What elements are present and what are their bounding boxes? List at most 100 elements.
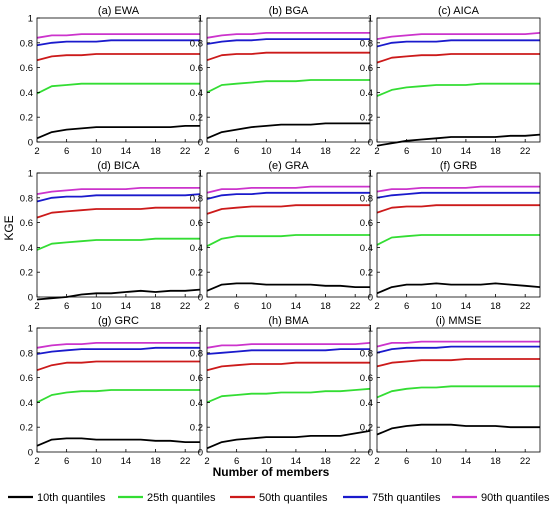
series-line-2: [36, 237, 200, 251]
legend-label: 90th quantiles: [481, 492, 550, 504]
y-tick-label: 1: [368, 14, 373, 25]
series-line-1: [36, 125, 200, 140]
y-tick-label: 0.4: [20, 398, 33, 409]
y-tick-label: 0.2: [20, 423, 33, 434]
series-line-2: [206, 79, 370, 94]
x-axis-label: Number of members: [213, 465, 330, 479]
y-tick-label: 1: [28, 324, 33, 335]
y-tick-label: 1: [368, 169, 373, 180]
panel-title: (b) BGA: [269, 5, 309, 17]
axes-frame: [36, 172, 201, 298]
y-tick-label: 0.2: [360, 268, 373, 279]
series-line-4: [376, 345, 540, 354]
series-line-4: [206, 348, 370, 355]
x-tick-label: 6: [404, 301, 409, 312]
x-tick-label: 14: [291, 146, 302, 157]
series-line-3: [36, 206, 200, 219]
y-tick-label: 0: [28, 293, 33, 304]
x-tick-label: 2: [34, 456, 39, 467]
x-tick-label: 18: [150, 456, 161, 467]
panel-3: (c) AICA 2 6 10 14 18 22 0 0.2 0.4 0.6 0.8 1: [360, 5, 541, 157]
panel-title: (e) GRA: [268, 160, 309, 172]
series-line-2: [376, 234, 540, 246]
x-tick-label: 22: [520, 146, 531, 157]
x-tick-label: 18: [490, 301, 501, 312]
x-tick-label: 2: [34, 146, 39, 157]
y-tick-label: 0: [368, 448, 373, 459]
y-tick-label: 0: [28, 138, 33, 149]
series-line-2: [376, 82, 540, 97]
x-tick-label: 22: [350, 301, 361, 312]
y-tick-label: 1: [198, 14, 203, 25]
series-line-5: [206, 32, 370, 39]
x-tick-label: 6: [64, 301, 69, 312]
axes-frame: [206, 172, 371, 298]
x-tick-label: 22: [520, 301, 531, 312]
x-tick-label: 18: [320, 301, 331, 312]
legend-label: 50th quantiles: [259, 492, 328, 504]
y-tick-label: 0.6: [190, 218, 203, 229]
panel-9: (i) MMSE 2 6 10 14 18 22 0 0.2 0.4 0.6 0.8 1: [360, 315, 541, 467]
series-line-3: [206, 204, 370, 215]
y-tick-label: 0: [368, 293, 373, 304]
panel-title: (g) GRC: [98, 315, 139, 327]
axes-frame: [206, 327, 371, 453]
y-tick-label: 0.4: [360, 243, 373, 254]
series-line-2: [206, 234, 370, 248]
y-tick-label: 0.8: [190, 193, 203, 204]
x-tick-label: 2: [204, 456, 209, 467]
x-tick-label: 18: [320, 456, 331, 467]
series-line-3: [36, 360, 200, 372]
x-tick-label: 22: [180, 456, 191, 467]
y-tick-label: 0.2: [190, 268, 203, 279]
y-tick-label: 0.6: [360, 373, 373, 384]
y-tick-label: 0.4: [190, 88, 203, 99]
series-line-4: [36, 39, 200, 47]
series-line-1: [36, 288, 201, 301]
y-tick-label: 0: [198, 138, 203, 149]
panel-title: (d) BICA: [97, 160, 140, 172]
x-tick-label: 22: [350, 456, 361, 467]
x-tick-label: 10: [431, 146, 442, 157]
x-tick-label: 10: [261, 456, 272, 467]
series-line-3: [376, 358, 540, 368]
x-tick-label: 10: [91, 456, 102, 467]
axes-frame: [206, 17, 371, 143]
legend-entry-5: 90th quantiles: [452, 492, 550, 504]
x-tick-label: 10: [261, 301, 272, 312]
series-line-5: [36, 33, 200, 39]
series-line-4: [376, 39, 540, 48]
series-line-3: [36, 53, 200, 62]
y-tick-label: 0.8: [360, 193, 373, 204]
series-line-5: [376, 185, 540, 193]
y-tick-label: 0.4: [190, 243, 203, 254]
panel-title: (f) GRB: [440, 160, 477, 172]
y-tick-label: 0.4: [20, 243, 33, 254]
legend-entry-1: 10th quantiles: [8, 492, 106, 504]
x-tick-label: 18: [150, 301, 161, 312]
y-tick-label: 0.8: [20, 38, 33, 49]
x-tick-label: 18: [490, 456, 501, 467]
series-line-4: [206, 38, 370, 45]
x-tick-label: 10: [91, 301, 102, 312]
y-tick-label: 0.6: [20, 218, 33, 229]
x-tick-label: 14: [291, 456, 302, 467]
y-tick-label: 1: [368, 324, 373, 335]
y-tick-label: 0.8: [190, 38, 203, 49]
x-tick-label: 2: [374, 146, 379, 157]
y-tick-label: 0: [198, 448, 203, 459]
legend: 10th quantiles 25th quantiles 50th quantil…: [8, 492, 550, 504]
y-tick-label: 0.8: [360, 38, 373, 49]
y-tick-label: 0.6: [20, 373, 33, 384]
y-tick-label: 0.6: [360, 218, 373, 229]
x-tick-label: 10: [431, 456, 442, 467]
series-line-3: [206, 361, 370, 372]
panel-title: (c) AICA: [438, 5, 480, 17]
y-tick-label: 0.6: [190, 63, 203, 74]
